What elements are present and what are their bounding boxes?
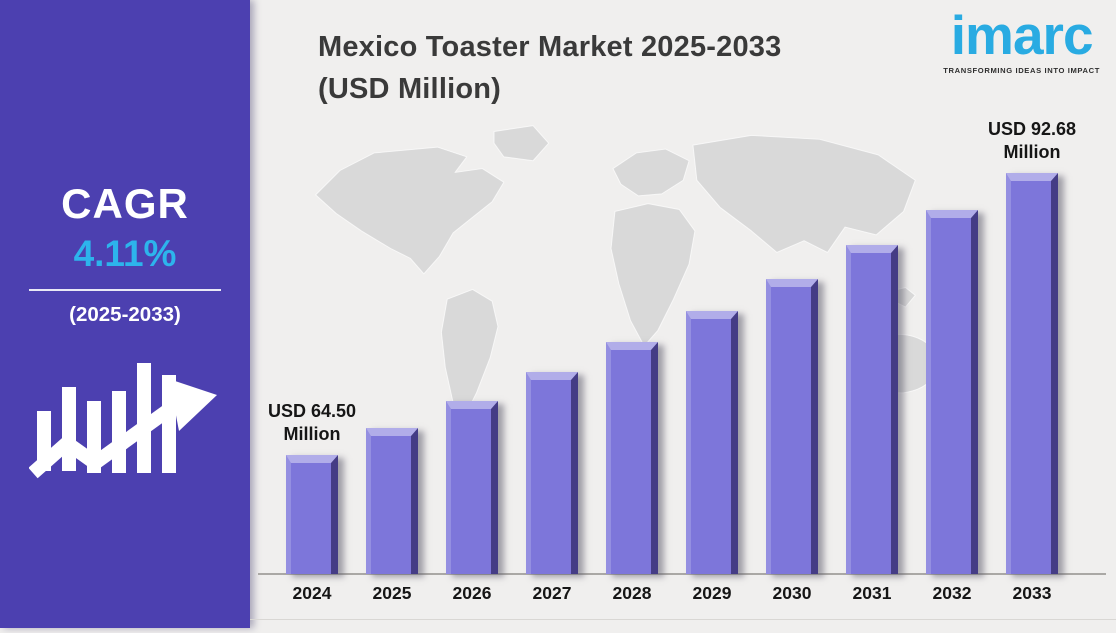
bar-2029 [686,311,738,574]
bar-group-2025: 2025 [366,428,418,603]
imarc-tagline: TRANSFORMING IDEAS INTO IMPACT [943,66,1100,75]
bar-2030 [766,279,818,574]
bar-group-2031: 2031 [846,245,898,603]
x-tick-label-2032: 2032 [932,583,972,603]
value-annotation-line2: Million [283,423,341,444]
cagr-divider [29,289,221,291]
x-axis-line [258,573,1106,575]
value-annotation-2024: USD 64.50 Million [252,400,372,445]
chart-title-line2: (USD Million) [318,73,502,106]
x-tick-label-2027: 2027 [532,583,572,603]
x-tick-label-2029: 2029 [692,583,732,603]
cagr-label: CAGR [61,180,189,227]
bottom-divider [250,619,1116,620]
value-annotation-line1: USD 64.50 [267,401,357,421]
bar-group-2024: 2024 USD 64.50 Million [268,401,356,603]
bar-group-2027: 2027 [526,372,578,603]
chart-title-line1: Mexico Toaster Market 2025-2033 [318,31,782,63]
value-annotation-2033: USD 92.68 Million [972,118,1092,163]
bar-group-2028: 2028 [606,342,658,603]
imarc-wordmark: imarc [950,4,1094,66]
bar-2032 [926,210,978,574]
x-tick-label-2031: 2031 [852,583,892,603]
bar-group-2032: 2032 [926,210,978,603]
growth-chart-arrow-icon [29,363,217,479]
bar-group-2029: 2029 [686,311,738,603]
bars-row: 2024 USD 64.50 Million 2025 2026 2027 2028 2029… [260,119,1106,603]
cagr-panel: CAGR 4.11% (2025-2033) [0,0,250,628]
x-tick-label-2030: 2030 [772,583,812,603]
bar-group-2026: 2026 [446,401,498,603]
bar-2024 [286,455,338,574]
imarc-logo: imarc TRANSFORMING IDEAS INTO IMPACT [943,4,1100,76]
bar-2026 [446,401,498,574]
bar-group-2033: 2033 USD 92.68 Million [988,119,1076,603]
cagr-value: 4.11% [73,233,177,274]
x-tick-label-2026: 2026 [452,583,492,603]
chart-area: Mexico Toaster Market 2025-2033 (USD Mill… [250,0,1116,633]
chart-title: Mexico Toaster Market 2025-2033 (USD Mill… [318,26,781,110]
x-tick-label-2025: 2025 [372,583,412,603]
bar-2025 [366,428,418,574]
cagr-period: (2025-2033) [69,303,181,326]
bar-2027 [526,372,578,574]
bar-2031 [846,245,898,574]
value-annotation-line2: Million [1003,141,1061,162]
bar-2028 [606,342,658,574]
value-annotation-line1: USD 92.68 [987,119,1077,139]
x-tick-label-2024: 2024 [292,583,332,603]
x-tick-label-2028: 2028 [612,583,652,603]
bar-group-2030: 2030 [766,279,818,603]
x-tick-label-2033: 2033 [1012,583,1052,603]
bar-2033 [1006,173,1058,574]
